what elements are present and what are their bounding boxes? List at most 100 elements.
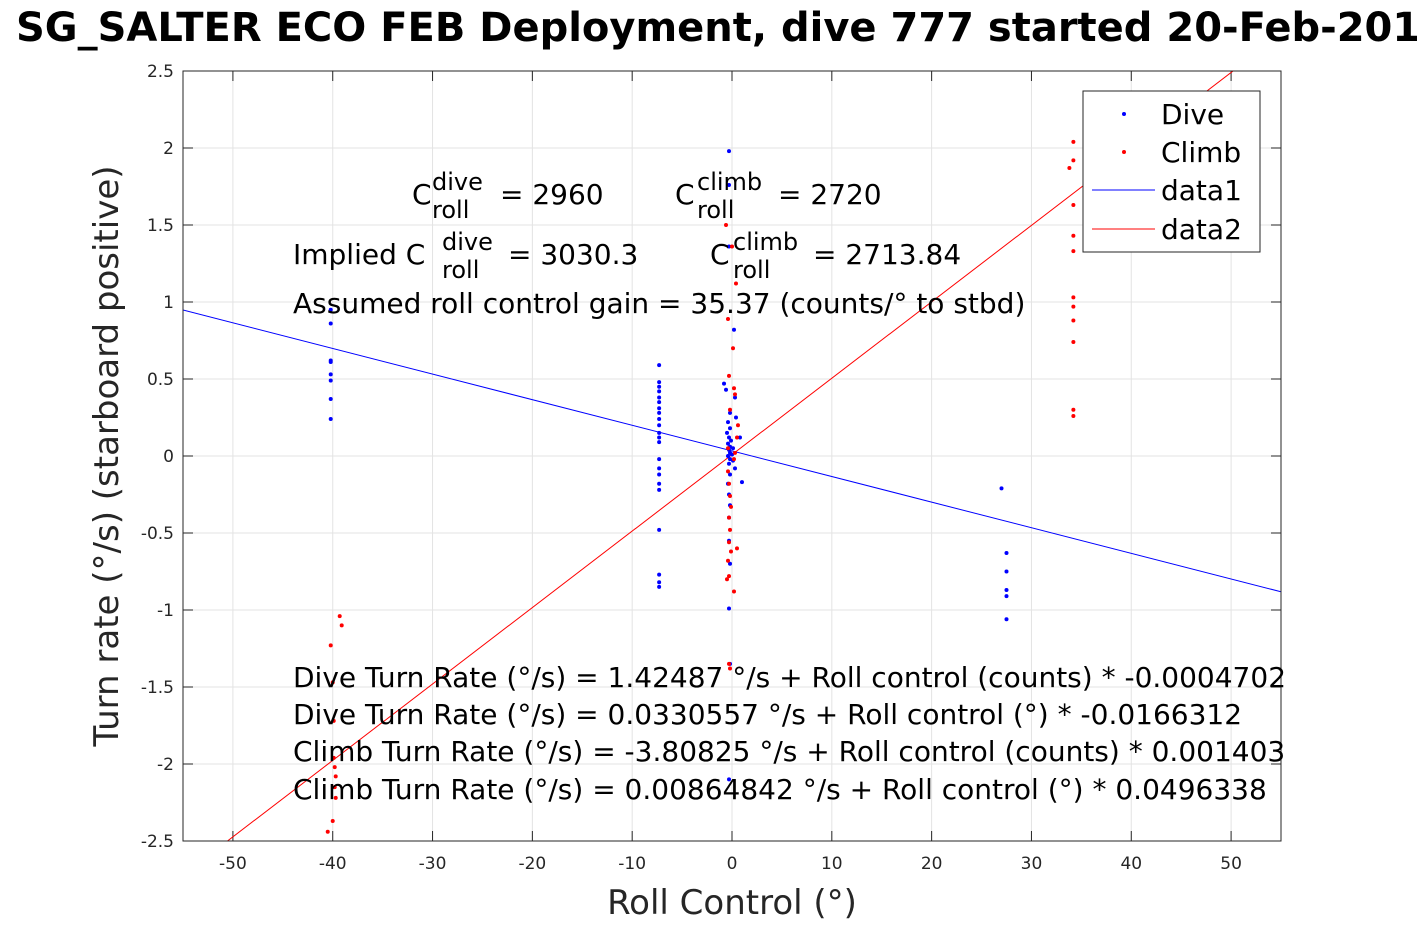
- point-dive: [1004, 569, 1009, 574]
- svg-text:C: C: [710, 238, 730, 271]
- point-climb: [727, 515, 732, 520]
- point-climb: [331, 755, 336, 760]
- point-climb: [728, 666, 733, 671]
- point-dive: [727, 244, 732, 249]
- point-climb: [1071, 304, 1076, 309]
- point-dive: [727, 149, 732, 154]
- point-dive: [730, 452, 734, 457]
- chart-title: SG_SALTER ECO FEB Deployment, dive 777 s…: [0, 2, 1417, 54]
- svg-text:roll: roll: [733, 256, 770, 284]
- point-dive: [728, 472, 733, 477]
- point-dive: [732, 466, 737, 471]
- point-dive: [657, 466, 662, 471]
- legend: Dive Climb data1 data2: [1082, 90, 1261, 253]
- x-tick-label: 10: [821, 854, 843, 874]
- axes-box: [182, 70, 1282, 842]
- point-climb: [727, 661, 732, 666]
- point-dive: [726, 420, 731, 425]
- point-climb: [330, 680, 335, 685]
- point-climb: [728, 527, 733, 532]
- point-climb: [1071, 139, 1076, 144]
- point-dive: [657, 527, 662, 532]
- x-tick-label: -50: [219, 854, 247, 874]
- point-dive: [728, 561, 733, 566]
- point-dive: [729, 438, 734, 443]
- point-dive: [724, 387, 729, 392]
- point-dive: [328, 307, 333, 312]
- y-tick-label: 0.5: [147, 370, 174, 390]
- point-dive: [727, 777, 732, 782]
- point-climb: [727, 373, 732, 378]
- point-dive: [657, 417, 662, 422]
- point-dive: [328, 397, 333, 402]
- point-dive: [657, 430, 662, 435]
- point-dive: [657, 363, 662, 368]
- point-climb: [330, 818, 335, 823]
- legend-label-dive: Dive: [1161, 98, 1224, 131]
- svg-text:dive: dive: [432, 168, 483, 196]
- svg-text:= 2713.84: = 2713.84: [813, 238, 961, 271]
- point-climb: [724, 223, 729, 227]
- y-tick-label: 1: [163, 293, 174, 313]
- svg-text:Implied C: Implied C: [293, 238, 425, 271]
- point-dive: [733, 415, 738, 420]
- point-climb: [733, 281, 738, 286]
- point-climb: [734, 546, 739, 551]
- point-dive: [726, 454, 731, 458]
- point-climb: [726, 316, 731, 321]
- point-dive: [657, 440, 662, 445]
- x-tick-label: -40: [319, 854, 347, 874]
- annotation-implied-dive: Implied C dive roll = 3030.3: [293, 228, 638, 284]
- point-dive: [1004, 587, 1009, 592]
- point-climb: [1071, 407, 1076, 412]
- point-climb: [725, 577, 730, 582]
- point-dive: [657, 435, 662, 440]
- x-tick-label: -10: [618, 854, 646, 874]
- point-dive: [727, 606, 732, 611]
- annotation-eq-climb-deg: Climb Turn Rate (°/s) = 0.00864842 °/s +…: [293, 773, 1267, 806]
- point-dive: [328, 321, 333, 326]
- y-tick-label: 1.5: [147, 216, 174, 236]
- point-climb: [730, 346, 735, 351]
- point-climb: [332, 765, 337, 770]
- point-climb: [1071, 413, 1076, 418]
- svg-text:climb: climb: [697, 168, 762, 196]
- x-tick-label: 40: [1120, 854, 1142, 874]
- point-dive: [328, 417, 333, 422]
- fit-line-data1: [183, 309, 1281, 593]
- point-climb: [728, 407, 733, 412]
- point-climb: [1071, 202, 1076, 207]
- svg-text:climb: climb: [733, 228, 798, 256]
- y-axis-label: Turn rate (°/s) (starboard positive): [87, 165, 127, 747]
- svg-text:C: C: [412, 178, 432, 211]
- point-climb: [726, 469, 731, 474]
- point-climb: [734, 435, 739, 440]
- point-climb: [339, 623, 344, 628]
- annotation-eq-climb-counts: Climb Turn Rate (°/s) = -3.80825 °/s + R…: [293, 735, 1285, 768]
- point-climb: [727, 481, 732, 486]
- y-tick-label: -0.5: [141, 524, 174, 544]
- point-climb: [1071, 249, 1076, 254]
- x-tick-label: 30: [1021, 854, 1043, 874]
- point-climb: [726, 558, 731, 563]
- y-tick-label: 2: [163, 139, 174, 159]
- x-tick-label: 50: [1220, 854, 1242, 874]
- legend-label-data2: data2: [1161, 213, 1242, 246]
- point-climb: [732, 392, 737, 397]
- legend-label-data1: data1: [1161, 174, 1242, 207]
- annotation-gain: Assumed roll control gain = 35.37 (count…: [293, 287, 1025, 320]
- x-tick-labels: -50 -40 -30 -20 -10 0 10 20 30 40 50: [219, 854, 1242, 874]
- point-climb: [729, 549, 734, 554]
- point-climb: [331, 718, 336, 723]
- y-tick-labels: -2.5 -2 -1.5 -1 -0.5 0 0.5 1 1.5 2 2.5: [141, 62, 174, 852]
- point-dive: [657, 481, 662, 486]
- point-climb: [735, 423, 740, 428]
- x-tick-label: -20: [518, 854, 546, 874]
- x-tick-label: 20: [921, 854, 943, 874]
- y-tick-label: 0: [163, 447, 174, 467]
- point-dive: [730, 446, 735, 451]
- point-dive: [727, 435, 732, 440]
- point-climb: [1071, 318, 1076, 323]
- point-climb: [732, 450, 737, 455]
